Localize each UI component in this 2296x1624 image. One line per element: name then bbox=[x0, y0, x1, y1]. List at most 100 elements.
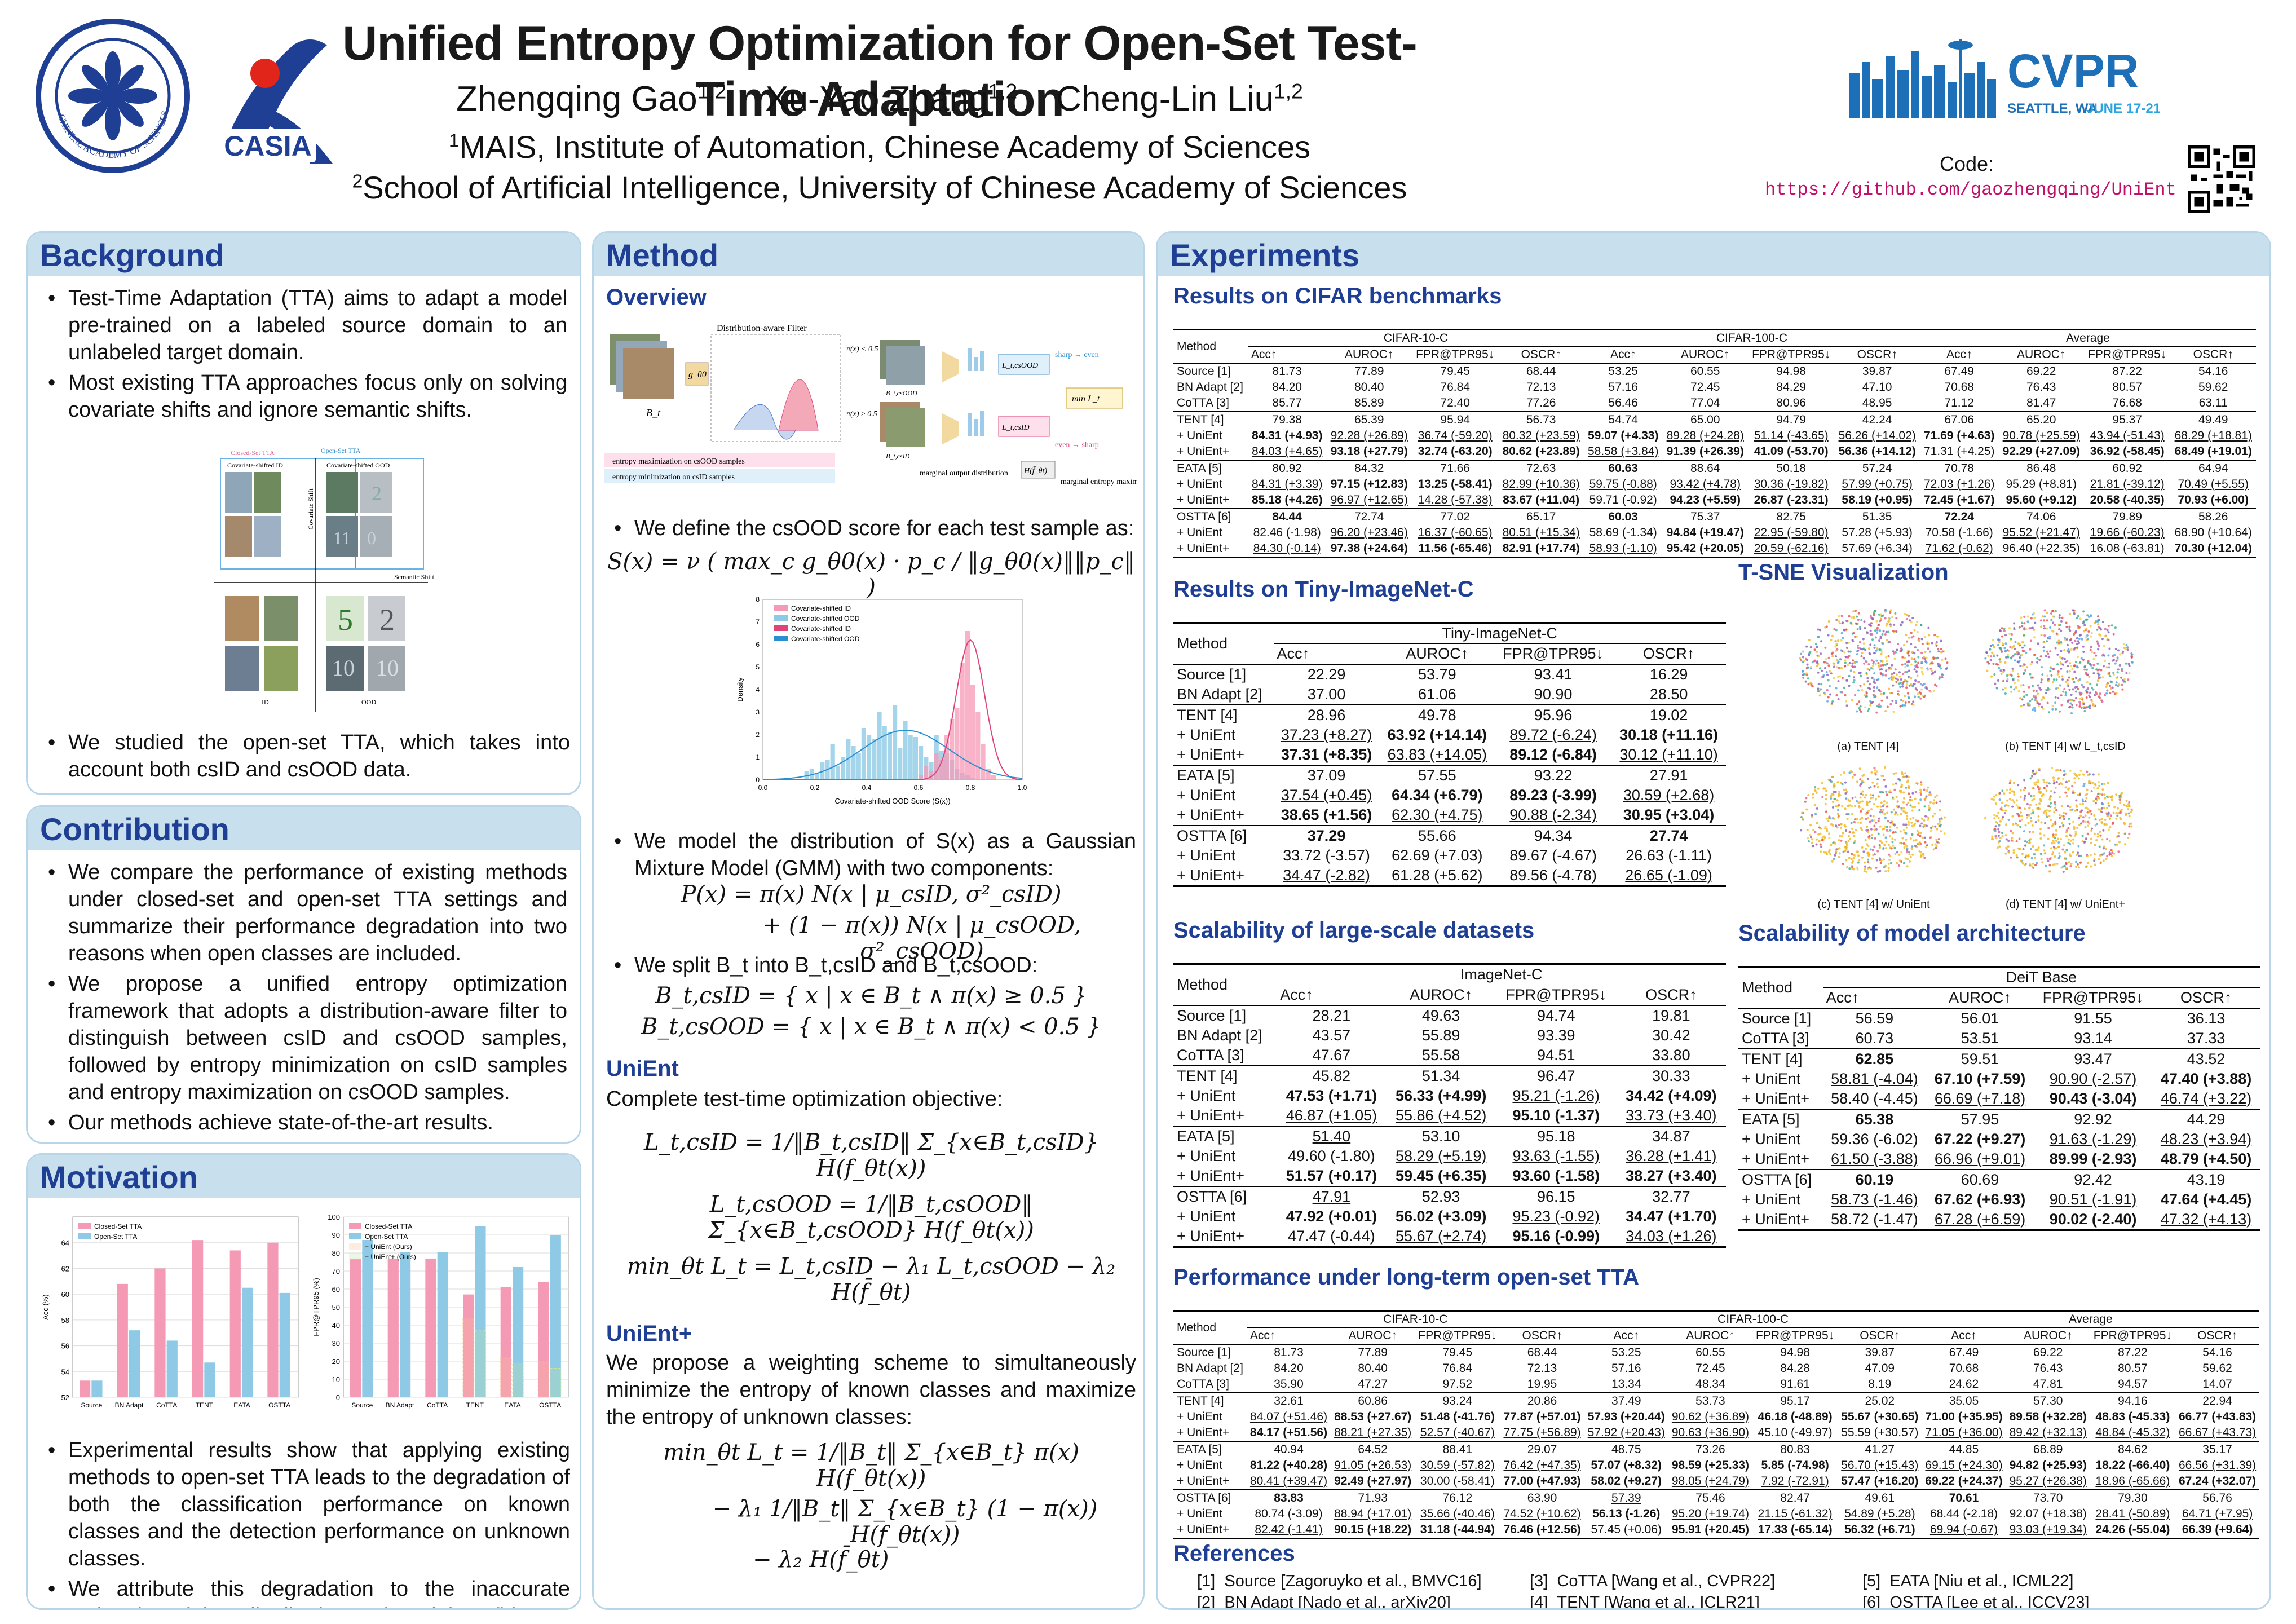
table-cell: 35.66 (-40.46) bbox=[1420, 1507, 1495, 1520]
tsne-point bbox=[2104, 797, 2107, 800]
tsne-point bbox=[1847, 850, 1849, 853]
table-row: + UniEnt 37.54 (+0.45) 64.34 (+6.79) 89.23 … bbox=[1173, 785, 1726, 805]
tsne-point bbox=[2005, 838, 2008, 841]
code-link[interactable]: https://github.com/gaozhengqing/UniEnt bbox=[1765, 179, 2176, 200]
table-cell: 95.10 (-1.37) bbox=[1512, 1107, 1600, 1124]
tsne-point bbox=[2036, 862, 2038, 864]
tsne-point bbox=[2114, 626, 2117, 629]
tsne-point bbox=[2074, 834, 2077, 837]
table-cell: 86.48 bbox=[1998, 460, 2084, 476]
tsne-point bbox=[1875, 828, 1878, 831]
tsne-point bbox=[2008, 632, 2011, 635]
table-cell: 30.18 (+11.16) bbox=[1619, 726, 1719, 743]
tsne-point bbox=[2047, 859, 2050, 862]
tsne-point bbox=[1920, 783, 1923, 786]
tsne-point bbox=[1876, 686, 1879, 689]
tsne-point bbox=[1862, 850, 1865, 853]
tsne-point bbox=[1905, 617, 1908, 620]
table-cell: OSTTA [6] bbox=[1173, 1489, 1247, 1506]
table-cell: 70.30 (+12.04) bbox=[2170, 541, 2256, 558]
tsne-point bbox=[2098, 845, 2101, 848]
tsne-point bbox=[1875, 659, 1878, 662]
tsne-point bbox=[1851, 827, 1853, 830]
table-header-col: OSCR↑ bbox=[1645, 986, 1697, 1003]
tsne-point bbox=[1865, 793, 1867, 796]
ood-label: OOD bbox=[361, 698, 376, 706]
tsne-point bbox=[2086, 691, 2089, 694]
tsne-point bbox=[2068, 676, 2070, 679]
tsne-point bbox=[1912, 817, 1915, 819]
motivation-bullet-2: We attribute this degradation to the ina… bbox=[40, 1576, 570, 1608]
tsne-point bbox=[1906, 664, 1909, 667]
tsne-point bbox=[2046, 611, 2048, 614]
tsne-point bbox=[2045, 689, 2048, 691]
tsne-point bbox=[2067, 827, 2070, 829]
tsne-point bbox=[2105, 692, 2108, 695]
tsne-point bbox=[2010, 690, 2013, 693]
table-cell: 58.81 (-4.04) bbox=[1831, 1070, 1918, 1087]
tsne-point bbox=[2053, 841, 2056, 844]
tsne-point bbox=[1996, 846, 1999, 849]
tsne-point bbox=[1939, 800, 1941, 803]
hist-legend-label: Covariate-shifted ID bbox=[791, 625, 851, 633]
tsne-point bbox=[2081, 840, 2084, 842]
table-cell: 37.31 (+8.35) bbox=[1281, 746, 1372, 763]
tsne-point bbox=[2041, 705, 2043, 708]
tsne-point bbox=[1830, 638, 1833, 641]
table-cell: 48.84 (-45.32) bbox=[2095, 1426, 2170, 1439]
tsne-point bbox=[1870, 833, 1873, 836]
tsne-point bbox=[2057, 670, 2060, 673]
tsne-point bbox=[1873, 652, 1876, 655]
tsne-point bbox=[2083, 709, 2086, 712]
tsne-point bbox=[1925, 661, 1928, 664]
tsne-point bbox=[2048, 635, 2051, 638]
table-cell: 52.93 bbox=[1386, 1186, 1496, 1207]
tsne-point bbox=[1910, 848, 1913, 850]
tsne-point bbox=[2114, 683, 2117, 686]
tsne-point bbox=[1895, 812, 1897, 815]
table-cell: 60.55 bbox=[1668, 1344, 1753, 1361]
tsne-point bbox=[2059, 684, 2061, 687]
cov-shift-axis: Covariate Shift bbox=[307, 488, 315, 530]
table-header-col: Acc↑ bbox=[1280, 986, 1313, 1003]
tsne-point bbox=[1866, 695, 1869, 698]
tsne-point bbox=[1805, 797, 1808, 800]
tsne-point bbox=[1910, 643, 1913, 646]
qr-code[interactable] bbox=[2188, 145, 2255, 213]
table-cell: 49.60 (-1.80) bbox=[1288, 1148, 1375, 1164]
tsne-point bbox=[2039, 832, 2042, 835]
tsne-point bbox=[1834, 842, 1836, 845]
method-bullet-2: We model the distribution of S(x) as a G… bbox=[606, 828, 1136, 882]
tsne-point bbox=[1895, 651, 1897, 654]
tsne-point bbox=[2083, 783, 2086, 785]
tsne-point bbox=[2072, 790, 2074, 793]
table-header-group: ImageNet-C bbox=[1277, 963, 1726, 985]
tsne-point bbox=[1883, 866, 1886, 869]
contribution-bullet-3: Our methods achieve state-of-the-art res… bbox=[40, 1109, 567, 1136]
table-cell: 91.61 bbox=[1780, 1378, 1810, 1391]
tsne-point bbox=[2090, 827, 2093, 830]
tsne-point bbox=[2026, 802, 2029, 805]
tsne-point bbox=[1846, 866, 1849, 868]
tsne-point bbox=[2087, 630, 2090, 633]
tsne-point bbox=[1922, 853, 1925, 855]
tsne-point bbox=[2106, 837, 2109, 840]
tsne-point bbox=[1860, 810, 1862, 813]
tsne-point bbox=[1891, 700, 1894, 703]
tsne-point bbox=[2050, 847, 2052, 850]
tsne-point bbox=[2083, 841, 2086, 844]
table-cell: 93.39 bbox=[1536, 1027, 1575, 1044]
tsne-point bbox=[1919, 692, 1922, 695]
tsne-point bbox=[2123, 804, 2126, 806]
tsne-point bbox=[2080, 657, 2083, 660]
tsne-point bbox=[2077, 866, 2080, 869]
tsne-point bbox=[2011, 815, 2014, 818]
table-cell: 26.63 (-1.11) bbox=[1626, 847, 1712, 864]
table-cell: 53.25 bbox=[1584, 1344, 1668, 1361]
hist-xtick: 0.8 bbox=[966, 784, 975, 792]
table-cell: 69.22 (+24.37) bbox=[1925, 1475, 2003, 1488]
tsne-point bbox=[2085, 696, 2088, 699]
tsne-point bbox=[1885, 656, 1888, 659]
tsne-point bbox=[1993, 814, 1995, 817]
table-cell: + UniEnt bbox=[1177, 478, 1223, 491]
